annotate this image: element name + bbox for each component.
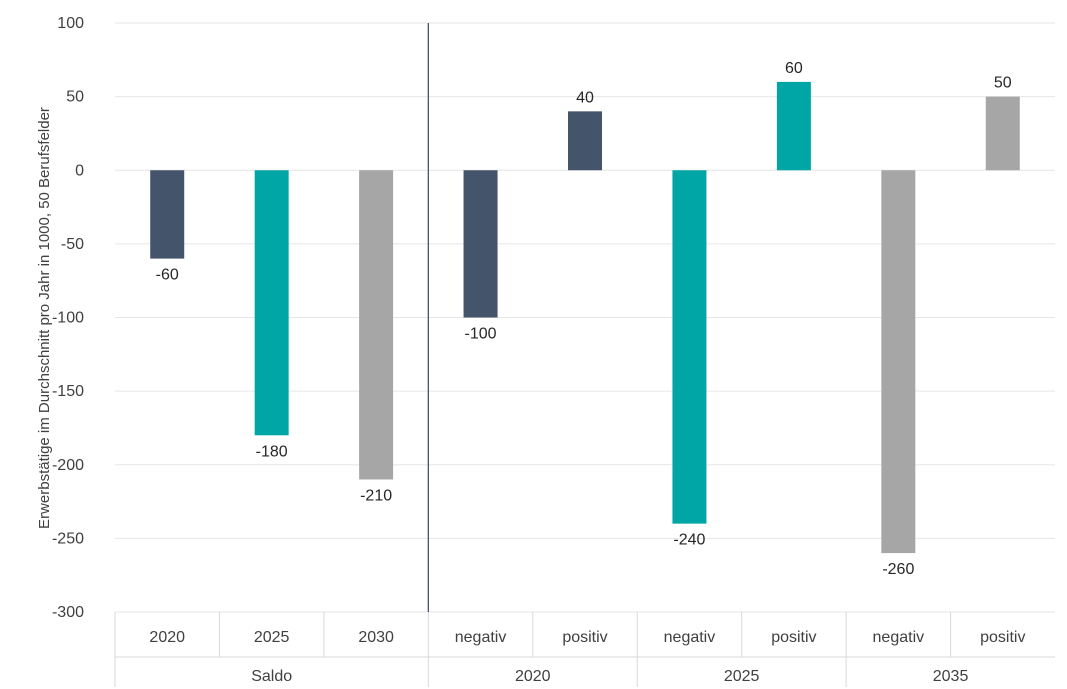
bar: [776, 81, 811, 171]
data-labels: -60 -180 -210 -100 40 -240 60 -260 50: [156, 60, 1012, 578]
y-tick-label: -50: [61, 236, 84, 253]
bar: [150, 170, 185, 259]
x-group-label: 2025: [724, 668, 760, 685]
data-label: 60: [785, 60, 803, 77]
y-tick-label: -250: [52, 530, 84, 547]
data-label: 50: [994, 75, 1012, 92]
x-category-label: negativ: [455, 629, 507, 646]
data-label: -100: [465, 326, 497, 343]
x-category-label: positiv: [771, 629, 816, 646]
data-label: -240: [673, 532, 705, 549]
x-category-label: 2030: [358, 629, 394, 646]
data-label: -260: [882, 561, 914, 578]
bar: [985, 96, 1020, 171]
x-group-label: 2035: [933, 668, 969, 685]
bar: [881, 170, 916, 554]
bar: [359, 170, 394, 480]
bars: [150, 81, 1020, 554]
x-group-label: Saldo: [251, 668, 292, 685]
data-label: -180: [256, 443, 288, 460]
y-tick-label: -300: [52, 604, 84, 621]
x-category-label: negativ: [873, 629, 925, 646]
x-category-label: 2020: [149, 629, 185, 646]
x-category-label: 2025: [254, 629, 290, 646]
x-axis: 2020 2025 2030 Saldo negativ positiv 2020 negat…: [114, 612, 1055, 687]
y-tick-label: 0: [75, 162, 84, 179]
bar: [254, 170, 289, 436]
x-category-label: positiv: [980, 629, 1025, 646]
y-tick-label: -200: [52, 457, 84, 474]
bar: [568, 111, 602, 171]
y-tick-label: -150: [52, 383, 84, 400]
y-axis-ticks: 100 50 0 -50 -100 -150 -200 -250 -300: [52, 15, 84, 621]
y-tick-label: 100: [57, 15, 84, 32]
y-axis-title: Erwerbstätige im Durchschnitt pro Jahr i…: [36, 107, 53, 529]
x-group-label: 2020: [515, 668, 551, 685]
data-label: -60: [156, 267, 179, 284]
y-tick-label: -100: [52, 310, 84, 327]
data-label: -210: [360, 487, 392, 504]
x-category-label: positiv: [562, 629, 607, 646]
bar: [672, 170, 707, 524]
bar: [463, 170, 498, 318]
x-category-label: negativ: [664, 629, 716, 646]
y-tick-label: 50: [66, 89, 84, 106]
data-label: 40: [576, 89, 594, 106]
